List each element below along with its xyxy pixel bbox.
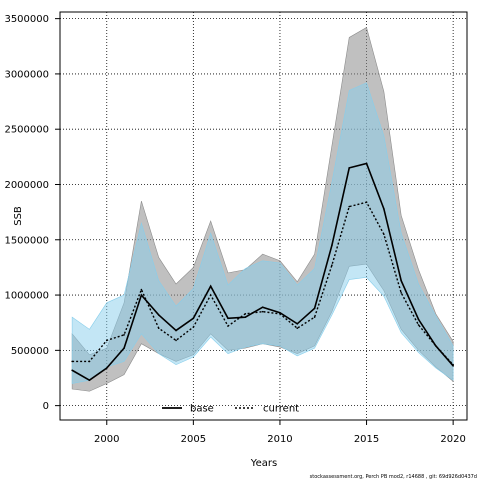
- point-current-1998: [71, 360, 73, 363]
- point-base-2000: [105, 367, 108, 369]
- y-tick-label-0: 0: [43, 401, 49, 412]
- point-base-2016: [383, 208, 385, 210]
- footnote: stockassessment.org, Perch PB mod2, r146…: [310, 474, 477, 480]
- point-base-2007: [227, 317, 229, 320]
- y-tick-label-2500000: 2500000: [4, 125, 49, 136]
- point-current-2006: [209, 294, 212, 296]
- point-current-2014: [348, 205, 351, 208]
- point-current-2012: [313, 316, 316, 318]
- confidence-bands: [71, 27, 454, 392]
- point-current-2013: [331, 264, 333, 267]
- point-current-2016: [383, 233, 385, 236]
- point-base-2006: [209, 285, 212, 288]
- point-base-2003: [157, 314, 160, 316]
- point-current-2001: [123, 334, 125, 336]
- point-current-2019: [435, 345, 437, 347]
- legend-label-current: current: [263, 404, 299, 415]
- point-current-2011: [296, 327, 299, 330]
- y-tick-label-1500000: 1500000: [4, 235, 49, 246]
- x-tick-label-2000: 2000: [94, 434, 119, 445]
- point-base-2014: [348, 167, 351, 169]
- point-current-2009: [261, 310, 264, 313]
- y-tick-label-3500000: 3500000: [4, 14, 49, 25]
- point-base-2011: [296, 323, 299, 325]
- point-base-2004: [175, 329, 177, 332]
- y-tick-label-2000000: 2000000: [4, 180, 49, 191]
- point-current-2020: [452, 363, 454, 366]
- plot-frame: [59, 11, 468, 421]
- point-current-2007: [227, 325, 229, 327]
- point-base-2002: [140, 294, 143, 296]
- x-tick-label-2005: 2005: [181, 434, 206, 445]
- point-base-2020: [452, 365, 454, 367]
- point-base-2013: [331, 244, 333, 247]
- point-current-2010: [279, 313, 281, 315]
- point-current-1999: [88, 360, 91, 363]
- legend: base current: [162, 404, 299, 415]
- point-base-2001: [123, 347, 125, 349]
- x-tick-label-2020: 2020: [440, 434, 465, 445]
- point-base-2015: [365, 162, 368, 165]
- point-base-1998: [71, 369, 73, 372]
- point-current-2018: [417, 324, 420, 326]
- point-current-2003: [157, 327, 160, 330]
- point-base-1999: [88, 379, 91, 381]
- point-current-2002: [140, 288, 143, 291]
- y-tick-label-1000000: 1000000: [4, 291, 49, 302]
- point-base-2009: [261, 306, 264, 309]
- point-current-2017: [400, 292, 402, 294]
- series-lines: [71, 162, 454, 382]
- legend-label-base: base: [190, 404, 214, 415]
- x-axis-ticks: 2000 2005 2010 2015 2020: [94, 420, 466, 445]
- point-current-2004: [175, 339, 177, 342]
- band-current: [71, 82, 454, 384]
- x-tick-label-2015: 2015: [354, 434, 379, 445]
- x-tick-label-2010: 2010: [267, 434, 292, 445]
- point-base-2012: [313, 307, 316, 310]
- point-base-2005: [192, 317, 195, 320]
- point-current-2005: [192, 326, 195, 328]
- y-axis-ticks: 0 500000 1000000 1500000 2000000 2500000 30000…: [4, 14, 60, 412]
- y-tick-label-500000: 500000: [11, 346, 49, 357]
- x-axis-label: Years: [250, 458, 277, 469]
- point-current-2000: [105, 339, 108, 342]
- point-base-2017: [400, 279, 402, 282]
- point-base-2018: [417, 318, 420, 321]
- point-current-2015: [365, 201, 368, 203]
- y-tick-label-3000000: 3000000: [4, 69, 49, 80]
- point-current-2008: [244, 313, 247, 315]
- y-axis-label: SSB: [13, 206, 24, 226]
- point-base-2008: [244, 316, 247, 318]
